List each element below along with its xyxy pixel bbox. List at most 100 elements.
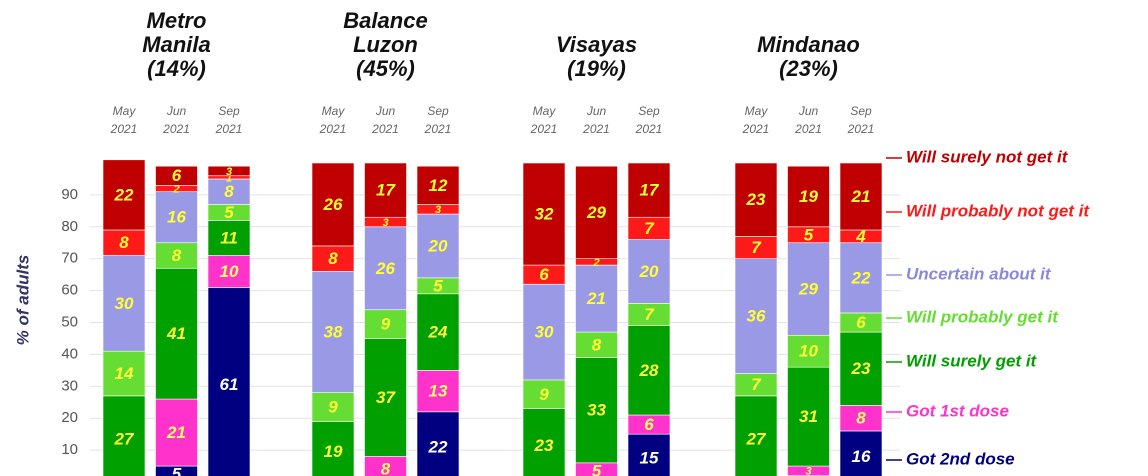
bar-segment (734, 162, 778, 237)
group-title: (14%) (147, 56, 206, 81)
group-title: Mindanao (757, 32, 860, 57)
bar-segment (627, 433, 671, 476)
data-label: 36 (747, 307, 766, 326)
bar-segment (787, 334, 830, 368)
bar-segment (207, 178, 251, 205)
x-tick-label: 2021 (582, 122, 610, 136)
data-label: 17 (640, 181, 660, 200)
data-label: 61 (220, 375, 239, 394)
bar-segment (416, 165, 460, 205)
y-tick-label: 80 (61, 218, 78, 235)
bar-segment (155, 267, 198, 400)
data-label: 15 (640, 449, 659, 468)
y-tick-label: 70 (61, 250, 78, 267)
data-label: 31 (799, 407, 818, 426)
data-label: 20 (639, 262, 659, 281)
bar-segment (364, 226, 407, 311)
bar-segment (416, 213, 460, 279)
legend-entry: Will surely get it (906, 351, 1038, 370)
y-tick-label: 10 (61, 441, 78, 458)
data-label: 13 (429, 382, 448, 401)
data-label: 24 (428, 323, 448, 342)
bar-segment (575, 331, 618, 358)
bar-segment (311, 162, 355, 247)
x-tick-label: Jun (798, 104, 819, 118)
legend-entry: Got 2nd dose (906, 449, 1015, 468)
data-label: 5 (804, 225, 814, 244)
x-tick-label: Jun (375, 104, 396, 118)
data-label: 3 (382, 217, 388, 229)
legend-entry: Will probably get it (906, 307, 1059, 326)
data-label: 29 (798, 279, 818, 298)
data-label: 8 (381, 460, 391, 476)
bar-segment (522, 379, 566, 409)
bar-segment (787, 242, 830, 336)
data-label: 23 (746, 190, 766, 209)
data-label: 28 (639, 361, 659, 380)
y-tick-label: 60 (61, 282, 78, 299)
x-tick-label: May (113, 104, 137, 118)
data-label: 10 (799, 342, 818, 361)
bar-segment (522, 408, 566, 476)
bar-segment (364, 162, 407, 218)
bar-segment (839, 405, 883, 432)
x-tick-label: Sep (638, 104, 660, 118)
group-title: Visayas (556, 32, 637, 57)
data-label: 22 (428, 437, 448, 456)
bar-segment (311, 271, 355, 393)
bar-segment (102, 229, 146, 256)
data-label: 8 (172, 246, 182, 265)
data-label: 8 (856, 409, 866, 428)
bar-segment (311, 392, 355, 422)
bar-segment (839, 331, 883, 406)
bar-segment (102, 255, 146, 352)
data-label: 1 (226, 172, 232, 184)
data-label: 23 (851, 359, 871, 378)
bar-segment (155, 165, 198, 186)
y-tick-label: 30 (61, 377, 78, 394)
legend-entry: Got 1st dose (906, 401, 1009, 420)
data-label: 5 (224, 203, 234, 222)
bar-segment (522, 283, 566, 381)
group-title: Balance (343, 8, 427, 33)
data-label: 14 (115, 364, 134, 383)
data-label: 6 (644, 415, 654, 434)
legend-entry: Will surely not get it (906, 147, 1069, 166)
data-label: 9 (539, 385, 549, 404)
x-tick-label: 2021 (215, 122, 243, 136)
data-label: 8 (328, 249, 338, 268)
bar-segment (522, 162, 566, 266)
data-label: 7 (644, 305, 655, 324)
bar-segment (311, 245, 355, 272)
data-label: 22 (114, 185, 134, 204)
group-title: (23%) (779, 56, 838, 81)
bar-segment (734, 395, 778, 476)
y-axis-label: % of adults (13, 255, 32, 346)
bar-segment (575, 165, 618, 260)
x-tick-label: 2021 (847, 122, 875, 136)
bar-segment (416, 370, 460, 413)
data-label: 5 (172, 465, 182, 476)
data-label: 19 (324, 442, 343, 461)
y-tick-label: 40 (61, 345, 78, 362)
data-label: 10 (220, 262, 239, 281)
x-tick-label: Jun (586, 104, 607, 118)
bar-segment (207, 287, 251, 476)
bar-segment (787, 165, 830, 228)
bar-segment (627, 162, 671, 218)
data-label: 7 (751, 375, 762, 394)
data-label: 38 (324, 323, 343, 342)
data-label: 19 (799, 187, 818, 206)
data-label: 33 (587, 401, 606, 420)
data-label: 2 (172, 183, 179, 195)
x-tick-label: May (745, 104, 769, 118)
data-label: 21 (586, 289, 606, 308)
x-tick-label: May (533, 104, 557, 118)
data-label: 4 (855, 227, 866, 246)
x-tick-label: 2021 (371, 122, 399, 136)
bar-segment (364, 309, 407, 339)
bar-segment (787, 366, 830, 467)
bar-segment (207, 220, 251, 256)
data-label: 41 (166, 324, 186, 343)
